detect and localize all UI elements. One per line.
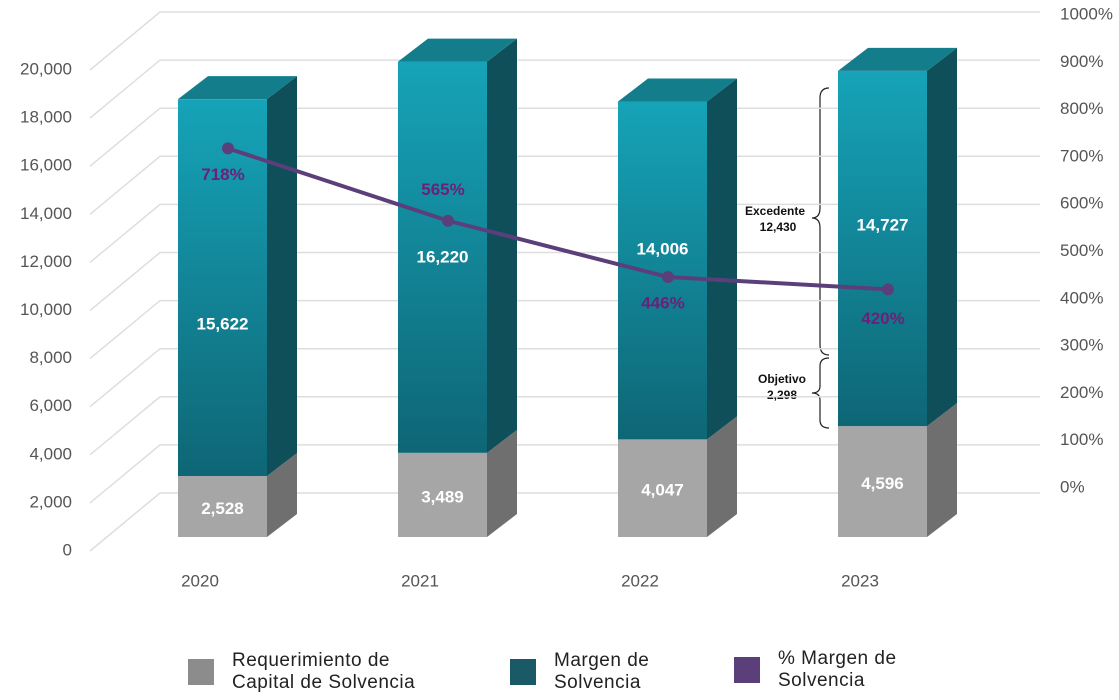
line-marker <box>222 142 234 155</box>
percent-label: 565% <box>421 180 464 199</box>
grid-line <box>89 203 1040 263</box>
y-tick-label: 4,000 <box>29 444 72 463</box>
y-tick-label: 2,000 <box>29 492 72 511</box>
y-tick-label: 20,000 <box>20 59 72 78</box>
x-tick-label: 2023 <box>841 571 879 590</box>
x-tick-label: 2021 <box>401 571 439 590</box>
legend-label: Margen de Solvencia <box>554 650 650 693</box>
grid-line <box>89 155 1040 215</box>
value-label: 4,596 <box>861 474 904 493</box>
y2-tick-label: 1000% <box>1060 4 1113 23</box>
y2-tick-label: 900% <box>1060 52 1103 71</box>
annotation-title: Objetivo <box>758 372 806 386</box>
y2-tick-label: 0% <box>1060 477 1085 496</box>
bar-top <box>618 78 737 102</box>
legend-label: Requerimiento de Capital de Solvencia <box>232 650 416 693</box>
bar-side <box>267 76 297 477</box>
grid-line <box>89 444 1040 504</box>
legend-label: % Margen de Solvencia <box>778 648 897 691</box>
y-tick-label: 0 <box>63 540 72 559</box>
grid-line <box>89 251 1040 312</box>
y2-tick-label: 800% <box>1060 99 1103 118</box>
grid: 0 2,000 4,000 6,000 8,000 10,000 12,000 14,000 1… <box>20 4 1113 590</box>
bar-side <box>927 403 957 537</box>
bar-side <box>707 78 737 440</box>
bar-side <box>707 416 737 537</box>
grid-line <box>89 396 1040 456</box>
bars: 2,528 15,622 3,489 16,220 4,047 14,006 4,596 14… <box>178 38 957 537</box>
y-tick-label: 8,000 <box>29 348 72 367</box>
y2-tick-label: 200% <box>1060 383 1103 402</box>
chart: Excedente 12,430 Objetivo 2,298 0 2,000 4,… <box>20 4 1113 590</box>
value-label: 4,047 <box>641 481 684 500</box>
grid-line <box>89 59 1040 119</box>
legend-swatch <box>734 657 760 683</box>
bar-side <box>927 47 957 427</box>
y2-tick-label: 100% <box>1060 430 1103 449</box>
bar-segment <box>398 452 487 537</box>
y-tick-label: 18,000 <box>20 108 72 127</box>
bar-segment <box>178 99 267 477</box>
bar-segment <box>838 426 927 537</box>
y2-tick-label: 500% <box>1060 241 1103 260</box>
grid-line <box>89 107 1040 167</box>
line <box>227 146 889 292</box>
bar-top <box>838 47 957 71</box>
y2-tick-label: 600% <box>1060 194 1103 213</box>
value-label: 15,622 <box>197 314 249 333</box>
line-marker <box>882 283 894 296</box>
value-label: 16,220 <box>417 247 469 266</box>
bar-segment <box>178 476 267 537</box>
bar-top <box>398 38 517 62</box>
legend-item: Margen de Solvencia <box>510 650 684 694</box>
y-tick-label: 6,000 <box>29 396 72 415</box>
line-series: 718% 565% 446% 420% <box>201 142 905 328</box>
y-tick-label: 14,000 <box>20 204 72 223</box>
x-tick-label: 2022 <box>621 571 659 590</box>
grid-line <box>89 492 1040 552</box>
y2-tick-label: 400% <box>1060 288 1103 307</box>
y2-tick-label: 700% <box>1060 146 1103 165</box>
bar-side <box>487 38 517 453</box>
line-marker <box>442 214 454 227</box>
y-tick-label: 16,000 <box>20 156 72 175</box>
bar-segment <box>838 70 927 427</box>
value-label: 3,489 <box>421 487 464 506</box>
y-tick-label: 12,000 <box>20 252 72 271</box>
annotation-value: 12,430 <box>760 220 797 234</box>
bar-segment <box>398 61 487 453</box>
grid-line <box>89 347 1040 408</box>
legend-item: % Margen de Solvencia <box>734 648 928 692</box>
bar-side <box>267 453 297 537</box>
legend-item: Requerimiento de Capital de Solvencia <box>188 650 447 694</box>
percent-label: 420% <box>861 309 904 328</box>
bar-segment <box>618 439 707 537</box>
line-marker <box>662 271 674 284</box>
legend-swatch <box>510 659 536 685</box>
brace-excedente <box>811 87 830 429</box>
y2-tick-label: 300% <box>1060 336 1103 355</box>
bar-top <box>178 76 297 100</box>
grid-line <box>89 11 1040 71</box>
y-tick-label: 10,000 <box>20 300 72 319</box>
percent-label: 718% <box>201 165 244 184</box>
value-label: 2,528 <box>201 499 244 518</box>
value-label: 14,006 <box>637 239 689 258</box>
percent-label: 446% <box>641 294 684 313</box>
legend-swatch <box>188 659 214 685</box>
value-label: 14,727 <box>857 215 909 234</box>
grid-line <box>89 299 1040 360</box>
annotation-title: Excedente <box>745 204 805 218</box>
annotation-value: 2,298 <box>767 388 797 402</box>
x-tick-label: 2020 <box>181 571 219 590</box>
bar-segment <box>618 101 707 440</box>
bar-side <box>487 429 517 537</box>
